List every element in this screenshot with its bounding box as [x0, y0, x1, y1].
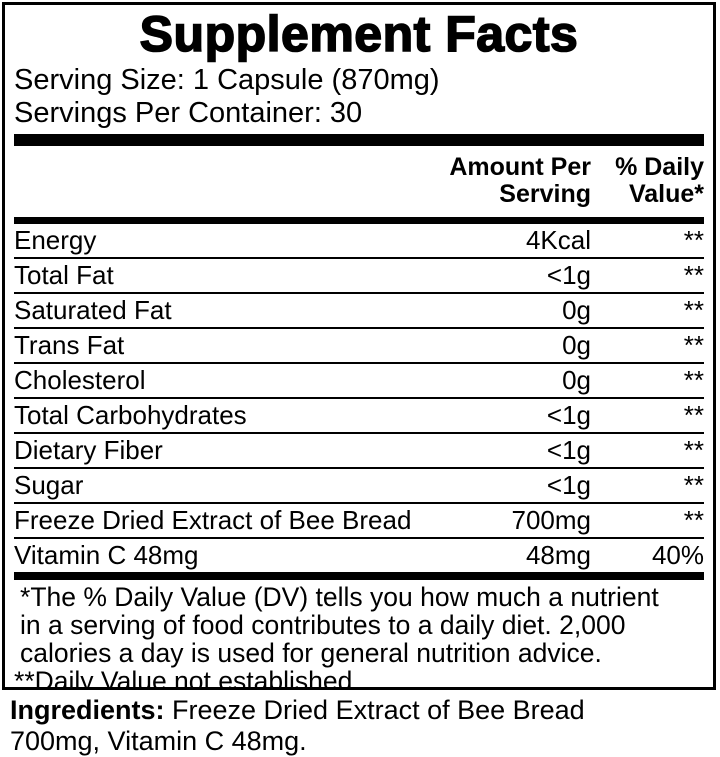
nutrient-table: Energy 4Kcal ** Total Fat <1g ** Saturat…: [5, 224, 713, 572]
nutrient-amount: <1g: [546, 470, 591, 500]
nutrient-name: Trans Fat: [14, 330, 125, 360]
nutrient-name: Energy: [14, 225, 97, 255]
nutrient-daily-value: 40%: [651, 540, 704, 570]
nutrient-name: Dietary Fiber: [14, 435, 163, 465]
table-row-energy: Energy 4Kcal **: [14, 224, 704, 259]
table-row-dietary-fiber: Dietary Fiber <1g **: [14, 434, 704, 469]
ingredients-label: Ingredients:: [10, 695, 165, 725]
nutrient-name: Cholesterol: [14, 365, 146, 395]
table-row-sugar: Sugar <1g **: [14, 469, 704, 504]
nutrient-amount: 700mg: [511, 505, 592, 535]
table-row-saturated-fat: Saturated Fat 0g **: [14, 294, 704, 329]
table-row-bee-bread-extract: Freeze Dried Extract of Bee Bread 700mg …: [14, 504, 704, 539]
ingredients-line-2: 700mg, Vitamin C 48mg.: [10, 726, 307, 756]
thick-divider-top: [14, 134, 704, 146]
medium-divider-header: [14, 217, 704, 224]
nutrient-name: Vitamin C 48mg: [14, 540, 199, 570]
nutrient-daily-value: **: [683, 295, 704, 325]
daily-value-header: % Daily Value*: [615, 153, 704, 208]
nutrient-daily-value: **: [683, 435, 704, 465]
thick-divider-bottom: [14, 572, 704, 580]
table-row-total-fat: Total Fat <1g **: [14, 259, 704, 294]
nutrient-amount: <1g: [546, 400, 591, 430]
ingredients-text: Freeze Dried Extract of Bee Bread: [164, 695, 585, 725]
nutrient-amount: <1g: [546, 260, 591, 290]
nutrient-daily-value: **: [683, 225, 704, 255]
supplement-facts-panel: Supplement Facts Serving Size: 1 Capsule…: [2, 2, 716, 690]
nutrient-amount: <1g: [546, 435, 591, 465]
nutrient-name: Saturated Fat: [14, 295, 172, 325]
servings-per-container: Servings Per Container: 30: [14, 97, 363, 129]
ingredients-line-1: Ingredients: Freeze Dried Extract of Bee…: [10, 695, 710, 726]
nutrient-name: Total Fat: [14, 260, 114, 290]
table-row-total-carbohydrates: Total Carbohydrates <1g **: [14, 399, 704, 434]
serving-info: Serving Size: 1 Capsule (870mg) Servings…: [5, 62, 713, 130]
table-row-trans-fat: Trans Fat 0g **: [14, 329, 704, 364]
nutrient-amount: 0g: [562, 330, 591, 360]
nutrient-daily-value: **: [683, 470, 704, 500]
footnote-line: *The % Daily Value (DV) tells you how mu…: [20, 582, 659, 612]
nutrient-daily-value: **: [683, 400, 704, 430]
footnote-line: in a serving of food contributes to a da…: [20, 610, 626, 640]
nutrient-name: Sugar: [14, 470, 84, 500]
nutrient-daily-value: **: [683, 505, 704, 535]
nutrient-daily-value: **: [683, 330, 704, 360]
table-row-vitamin-c: Vitamin C 48mg 48mg 40%: [14, 539, 704, 572]
panel-title: Supplement Facts: [139, 5, 579, 63]
daily-value-footnote: *The % Daily Value (DV) tells you how mu…: [5, 580, 713, 690]
nutrient-amount: 0g: [562, 295, 591, 325]
footnote-line: calories a day is used for general nutri…: [20, 638, 602, 668]
nutrient-amount: 0g: [562, 365, 591, 395]
nutrient-daily-value: **: [683, 365, 704, 395]
nutrient-name: Total Carbohydrates: [14, 400, 247, 430]
ingredients-section: Ingredients: Freeze Dried Extract of Bee…: [10, 695, 710, 757]
nutrient-amount: 48mg: [525, 540, 591, 570]
nutrient-name: Freeze Dried Extract of Bee Bread: [14, 505, 412, 535]
amount-per-serving-header: Amount Per Serving: [449, 153, 591, 208]
table-row-cholesterol: Cholesterol 0g **: [14, 364, 704, 399]
serving-size: Serving Size: 1 Capsule (870mg): [14, 64, 440, 96]
column-header-row: Amount Per Serving % Daily Value*: [5, 146, 713, 213]
nutrient-amount: 4Kcal: [525, 225, 591, 255]
nutrient-daily-value: **: [683, 260, 704, 290]
footnote-line: **Daily Value not established.: [14, 666, 360, 690]
